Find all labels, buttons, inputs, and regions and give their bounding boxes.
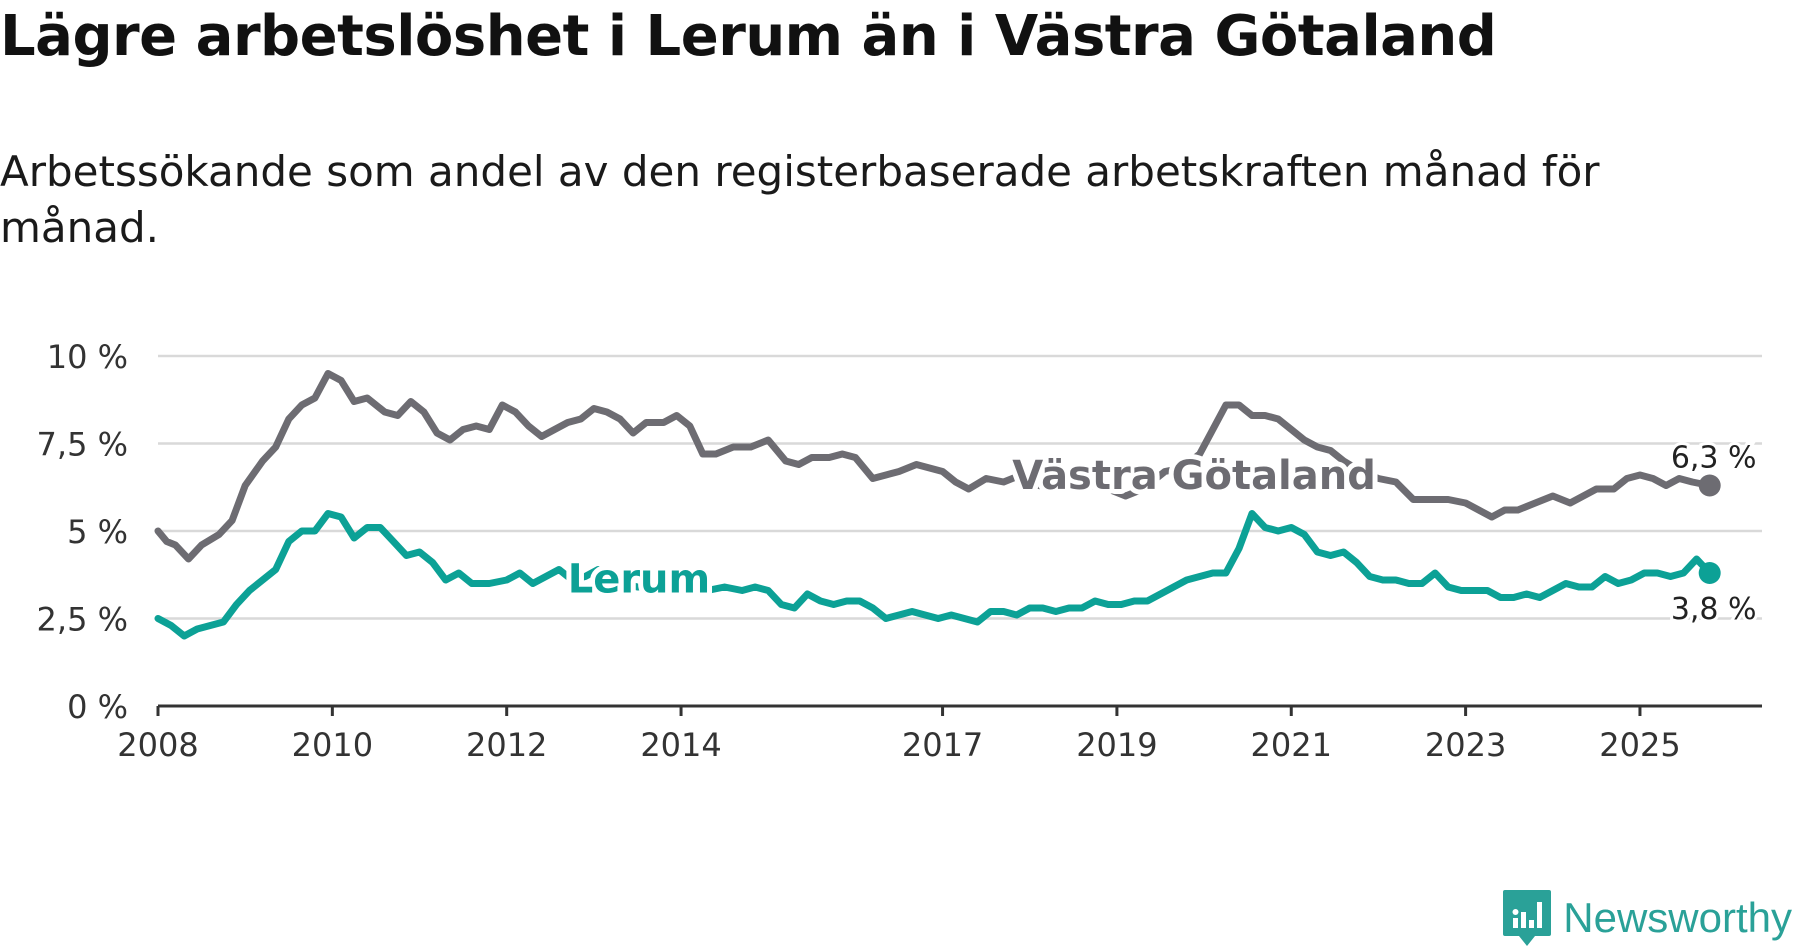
y-tick-label: 0 % xyxy=(67,688,128,726)
series-line-vastra-gotaland xyxy=(154,370,1714,563)
y-tick-label: 10 % xyxy=(47,338,128,376)
x-tick-label: 2025 xyxy=(1599,726,1680,764)
y-tick-label: 5 % xyxy=(67,513,128,551)
series-line-lerum xyxy=(154,510,1714,640)
series-label-vastra-gotaland: Västra Götaland xyxy=(1012,453,1376,499)
y-tick-label: 7,5 % xyxy=(37,426,128,464)
end-label-lerum: 3,8 % xyxy=(1671,592,1757,627)
chart-title: Lägre arbetslöshet i Lerum än i Västra G… xyxy=(0,4,1497,69)
x-tick-label: 2017 xyxy=(902,726,983,764)
x-tick-label: 2008 xyxy=(117,726,198,764)
end-label-vastra-gotaland: 6,3 % xyxy=(1671,441,1757,476)
x-tick-label: 2023 xyxy=(1425,726,1506,764)
series-label-lerum: Lerum xyxy=(568,556,711,602)
chart-subtitle: Arbetssökande som andel av den registerb… xyxy=(0,147,1600,252)
newsworthy-logo-text: Newsworthy xyxy=(1563,894,1792,941)
end-point-vastra-gotaland xyxy=(1698,474,1721,497)
x-tick-label: 2021 xyxy=(1251,726,1332,764)
x-tick-label: 2012 xyxy=(466,726,547,764)
x-tick-label: 2019 xyxy=(1076,726,1157,764)
newsworthy-logo[interactable]: Newsworthy xyxy=(1501,888,1792,948)
newsworthy-logo-icon xyxy=(1503,890,1552,946)
y-tick-label: 2,5 % xyxy=(37,601,128,639)
x-tick-label: 2014 xyxy=(640,726,721,764)
x-tick-label: 2010 xyxy=(292,726,373,764)
end-point-lerum xyxy=(1698,562,1721,584)
